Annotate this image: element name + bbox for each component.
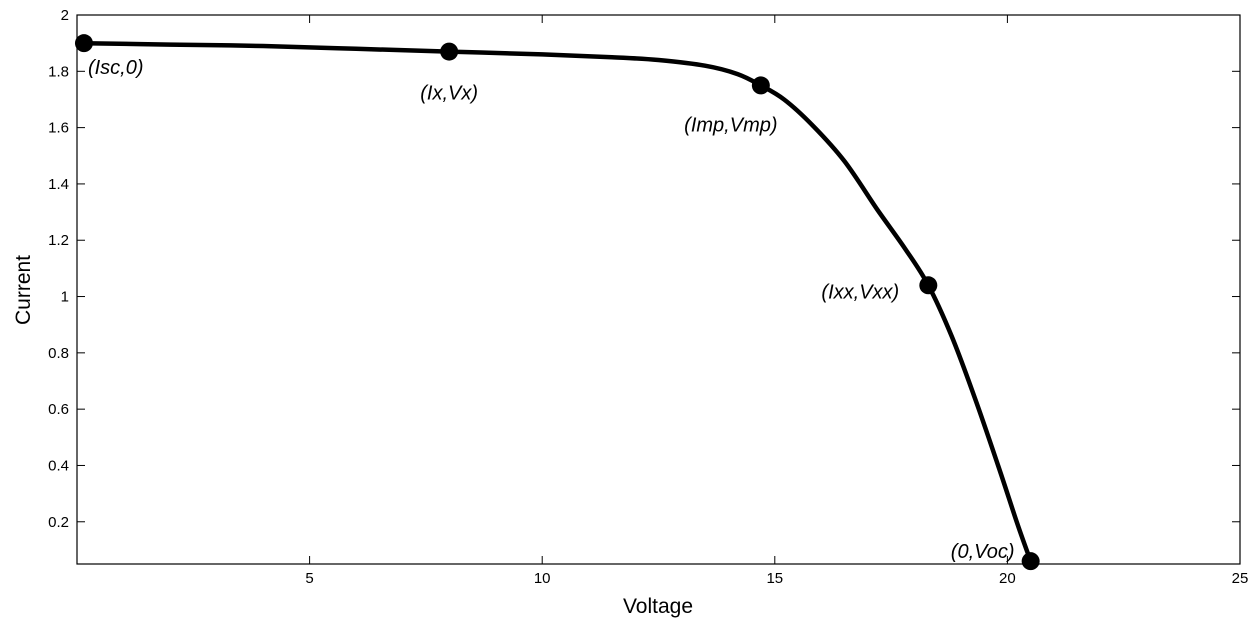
marker-points bbox=[74, 34, 1040, 571]
marker-point bbox=[919, 276, 938, 295]
x-tick-label: 5 bbox=[305, 570, 313, 587]
y-axis-ticks: 0.2 0.4 0.6 0.8 1 1.2 1.4 1.6 1.8 2 bbox=[48, 7, 1240, 531]
marker-point bbox=[440, 42, 459, 61]
marker-label: (0,Voc) bbox=[951, 541, 1015, 563]
y-tick-label: 2 bbox=[61, 7, 69, 24]
x-tick-label: 10 bbox=[534, 570, 551, 587]
y-tick-label: 1.6 bbox=[48, 120, 69, 137]
plot-area bbox=[76, 14, 1241, 565]
marker-label: (Ixx,Vxx) bbox=[821, 281, 899, 303]
x-axis-ticks: 5 10 15 20 25 bbox=[305, 15, 1248, 587]
y-tick-label: 1.8 bbox=[48, 63, 69, 80]
marker-label: (Isc,0) bbox=[88, 57, 144, 79]
y-tick-label: 1 bbox=[61, 289, 69, 306]
marker-point bbox=[751, 76, 770, 95]
x-axis-label: Voltage bbox=[623, 595, 693, 618]
y-tick-label: 0.2 bbox=[48, 514, 69, 531]
marker-label: (Ix,Vx) bbox=[420, 83, 478, 105]
marker-point bbox=[1021, 552, 1040, 571]
marker-point bbox=[74, 34, 93, 53]
y-tick-label: 0.6 bbox=[48, 401, 69, 418]
x-tick-label: 20 bbox=[999, 570, 1016, 587]
x-tick-label: 15 bbox=[766, 570, 783, 587]
y-tick-label: 0.4 bbox=[48, 457, 69, 474]
y-tick-label: 1.2 bbox=[48, 232, 69, 249]
y-tick-label: 0.8 bbox=[48, 345, 69, 362]
y-axis-label: Current bbox=[12, 255, 35, 325]
marker-label: (Imp,Vmp) bbox=[684, 114, 777, 136]
x-tick-label: 25 bbox=[1232, 570, 1249, 587]
y-tick-label: 1.4 bbox=[48, 176, 69, 193]
marker-labels: (Isc,0) (Ix,Vx) (Imp,Vmp) (Ixx,Vxx) (0,Voc) bbox=[88, 57, 1015, 563]
